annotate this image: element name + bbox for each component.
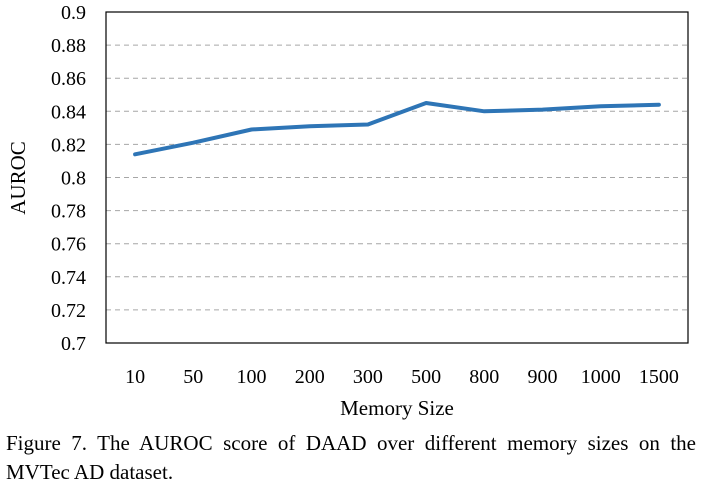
figure-caption: Figure 7. The AUROC score of DAAD over d… — [6, 431, 696, 484]
x-axis-ticks: 10 50 100 200 300 500 800 900 1000 1500 — [125, 366, 679, 388]
x-axis-title: Memory Size — [340, 396, 454, 420]
x-tick-label: 1500 — [639, 366, 679, 388]
y-tick-label: 0.8 — [61, 168, 86, 190]
x-tick-label: 100 — [237, 366, 267, 388]
y-tick-label: 0.86 — [51, 68, 86, 90]
y-tick-label: 0.82 — [51, 134, 86, 156]
series-line — [133, 101, 661, 157]
x-tick-label: 500 — [411, 366, 441, 388]
y-tick-label: 0.84 — [51, 101, 86, 123]
x-tick-label: 50 — [183, 366, 203, 388]
y-tick-label: 0.78 — [51, 201, 86, 223]
x-tick-label: 1000 — [581, 366, 621, 388]
x-tick-label: 200 — [295, 366, 325, 388]
y-axis-title: AUROC — [6, 141, 30, 215]
y-tick-label: 0.76 — [51, 234, 86, 256]
x-tick-label: 800 — [469, 366, 499, 388]
gridlines — [106, 44, 688, 311]
plot-area — [105, 11, 689, 344]
x-tick-label: 10 — [125, 366, 145, 388]
y-tick-label: 0.72 — [51, 300, 86, 322]
line-chart: 0.7 0.72 0.74 0.76 0.78 0.8 0.82 0.84 0.86 0.88 0.… — [6, 2, 689, 420]
y-tick-label: 0.74 — [51, 267, 86, 289]
x-tick-label: 900 — [528, 366, 558, 388]
y-tick-label: 0.88 — [51, 35, 86, 57]
y-tick-label: 0.9 — [61, 2, 86, 24]
y-axis-ticks: 0.7 0.72 0.74 0.76 0.78 0.8 0.82 0.84 0.86 0.88 0.… — [51, 2, 86, 355]
y-tick-label: 0.7 — [61, 333, 86, 355]
x-tick-label: 300 — [353, 366, 383, 388]
